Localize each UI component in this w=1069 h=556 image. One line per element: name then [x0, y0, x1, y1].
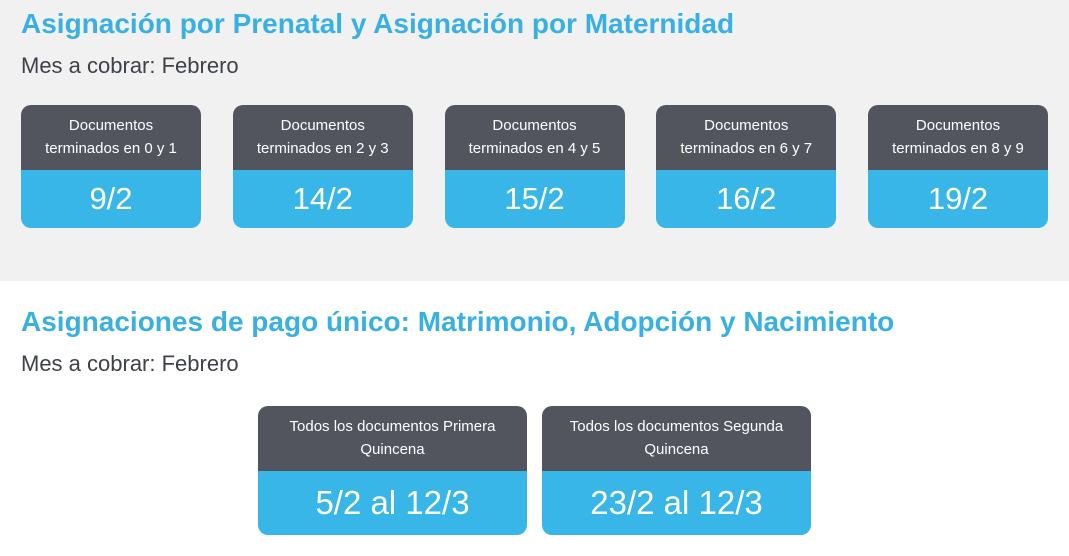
prenatal-maternidad-section: Asignación por Prenatal y Asignación por… — [0, 0, 1069, 281]
card-document-group-label: Documentos terminados en 2 y 3 — [232, 105, 413, 170]
payment-card-primera-quincena: Todos los documentos Primera Quincena 5/… — [258, 406, 527, 535]
pago-unico-cards-row: Todos los documentos Primera Quincena 5/… — [0, 406, 1069, 535]
payment-card-docs-6-7: Documentos terminados en 6 y 7 16/2 — [656, 105, 837, 228]
card-payment-date: 16/2 — [656, 170, 837, 228]
card-payment-date-range: 23/2 al 12/3 — [542, 471, 811, 535]
prenatal-section-title: Asignación por Prenatal y Asignación por… — [21, 8, 735, 39]
card-payment-date: 19/2 — [868, 170, 1048, 228]
card-payment-date: 14/2 — [232, 170, 413, 228]
card-payment-date: 9/2 — [21, 170, 201, 228]
card-document-group-label: Documentos terminados en 0 y 1 — [21, 105, 201, 170]
card-document-group-label: Todos los documentos Primera Quincena — [258, 406, 527, 471]
pago-unico-section-subtitle: Mes a cobrar: Febrero — [21, 351, 239, 376]
payment-card-segunda-quincena: Todos los documentos Segunda Quincena 23… — [542, 406, 811, 535]
card-document-group-label: Documentos terminados en 8 y 9 — [868, 105, 1048, 170]
payment-card-docs-8-9: Documentos terminados en 8 y 9 19/2 — [868, 105, 1048, 228]
card-document-group-label: Documentos terminados en 4 y 5 — [444, 105, 625, 170]
prenatal-cards-row: Documentos terminados en 0 y 1 9/2 Docum… — [0, 105, 1069, 228]
card-payment-date-range: 5/2 al 12/3 — [258, 471, 527, 535]
payment-card-docs-2-3: Documentos terminados en 2 y 3 14/2 — [232, 105, 413, 228]
card-payment-date: 15/2 — [444, 170, 625, 228]
payment-card-docs-0-1: Documentos terminados en 0 y 1 9/2 — [21, 105, 201, 228]
card-document-group-label: Todos los documentos Segunda Quincena — [542, 406, 811, 471]
pago-unico-section: Asignaciones de pago único: Matrimonio, … — [0, 281, 1069, 535]
card-document-group-label: Documentos terminados en 6 y 7 — [656, 105, 837, 170]
prenatal-section-subtitle: Mes a cobrar: Febrero — [21, 53, 239, 78]
payment-card-docs-4-5: Documentos terminados en 4 y 5 15/2 — [444, 105, 625, 228]
pago-unico-section-title: Asignaciones de pago único: Matrimonio, … — [21, 306, 895, 337]
